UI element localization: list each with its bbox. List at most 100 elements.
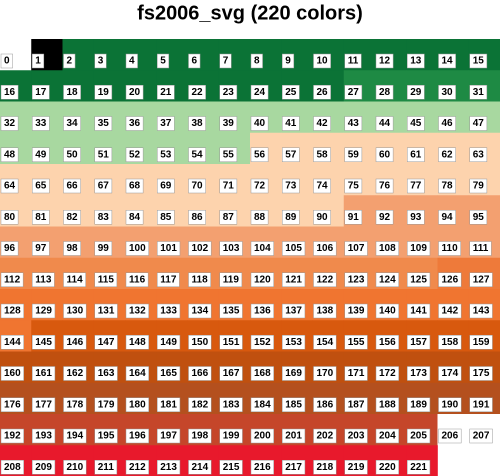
color-index: 48 xyxy=(4,149,16,160)
color-index: 58 xyxy=(317,149,329,160)
label-box xyxy=(344,303,368,319)
color-index: 129 xyxy=(35,306,52,317)
label-box xyxy=(188,116,206,131)
label-box xyxy=(157,178,175,194)
color-index: 128 xyxy=(4,306,21,317)
color-index: 5 xyxy=(160,56,166,67)
label-box xyxy=(250,147,269,162)
label-box xyxy=(438,85,456,100)
color-index: 95 xyxy=(473,212,485,223)
color-index: 218 xyxy=(317,462,334,473)
label-box xyxy=(94,53,107,69)
label-box xyxy=(219,210,238,225)
label-box xyxy=(32,428,56,444)
label-box xyxy=(250,397,274,412)
label-box xyxy=(157,241,181,256)
color-index: 150 xyxy=(192,337,209,348)
color-index: 54 xyxy=(192,149,204,160)
label-box xyxy=(157,335,181,350)
label-box xyxy=(32,335,56,350)
label-box xyxy=(375,397,399,412)
label-box xyxy=(0,147,19,162)
color-index: 133 xyxy=(160,306,177,317)
label-box xyxy=(94,178,113,194)
label-box xyxy=(63,460,87,475)
label-box xyxy=(282,178,300,194)
color-index: 139 xyxy=(348,306,365,317)
label-box xyxy=(63,241,81,256)
label-box xyxy=(0,428,24,444)
label-box xyxy=(188,366,212,381)
label-box xyxy=(250,178,269,194)
color-index: 175 xyxy=(473,368,490,379)
label-box xyxy=(157,116,175,131)
label-box xyxy=(94,460,118,475)
label-box xyxy=(219,272,243,287)
label-box xyxy=(63,210,81,225)
color-index: 151 xyxy=(223,337,240,348)
color-index: 22 xyxy=(192,87,204,98)
color-index: 89 xyxy=(285,212,297,223)
color-index: 136 xyxy=(254,306,271,317)
label-box xyxy=(0,272,24,287)
color-index: 62 xyxy=(442,149,454,160)
label-box xyxy=(32,53,45,69)
color-index: 212 xyxy=(129,462,146,473)
color-index: 203 xyxy=(348,431,365,442)
color-index: 181 xyxy=(160,399,177,410)
color-index: 162 xyxy=(67,368,84,379)
label-box xyxy=(469,335,493,350)
color-index: 187 xyxy=(348,399,365,410)
color-index: 214 xyxy=(192,462,209,473)
color-index: 125 xyxy=(410,274,427,285)
color-index: 192 xyxy=(4,431,21,442)
label-box xyxy=(282,366,306,381)
label-box xyxy=(344,116,363,131)
color-index: 193 xyxy=(35,431,52,442)
label-box xyxy=(344,272,368,287)
label-box xyxy=(438,366,462,381)
color-index: 216 xyxy=(254,462,271,473)
label-box xyxy=(407,460,431,475)
color-index: 205 xyxy=(410,431,427,442)
color-index: 117 xyxy=(160,274,177,285)
color-index: 145 xyxy=(35,337,52,348)
label-box xyxy=(32,178,50,194)
label-box xyxy=(282,116,300,131)
color-index: 93 xyxy=(410,212,422,223)
label-box xyxy=(125,366,149,381)
color-index: 14 xyxy=(442,56,454,67)
color-index: 87 xyxy=(223,212,235,223)
color-index: 64 xyxy=(4,181,16,192)
color-index: 138 xyxy=(317,306,334,317)
label-box xyxy=(375,272,399,287)
label-box xyxy=(375,366,399,381)
color-index: 211 xyxy=(98,462,115,473)
color-index: 34 xyxy=(67,118,79,129)
label-box xyxy=(94,210,113,225)
label-box xyxy=(188,147,206,162)
label-box xyxy=(219,397,243,412)
label-box xyxy=(469,85,488,100)
label-box xyxy=(94,397,118,412)
color-index: 130 xyxy=(67,306,84,317)
color-index: 45 xyxy=(410,118,422,129)
label-box xyxy=(469,241,492,256)
color-index: 20 xyxy=(129,87,141,98)
color-index: 65 xyxy=(35,181,47,192)
label-box xyxy=(250,53,263,69)
label-box xyxy=(125,210,144,225)
color-index: 169 xyxy=(285,368,302,379)
label-box xyxy=(188,428,212,444)
label-box xyxy=(125,53,138,69)
label-box xyxy=(250,460,274,475)
label-box xyxy=(282,210,300,225)
color-index: 82 xyxy=(67,212,79,223)
color-index: 118 xyxy=(192,274,209,285)
color-index: 40 xyxy=(254,118,266,129)
label-box xyxy=(0,397,24,412)
color-index: 221 xyxy=(410,462,427,473)
label-box xyxy=(313,397,337,412)
color-index: 102 xyxy=(192,243,209,254)
color-index: 86 xyxy=(192,212,204,223)
